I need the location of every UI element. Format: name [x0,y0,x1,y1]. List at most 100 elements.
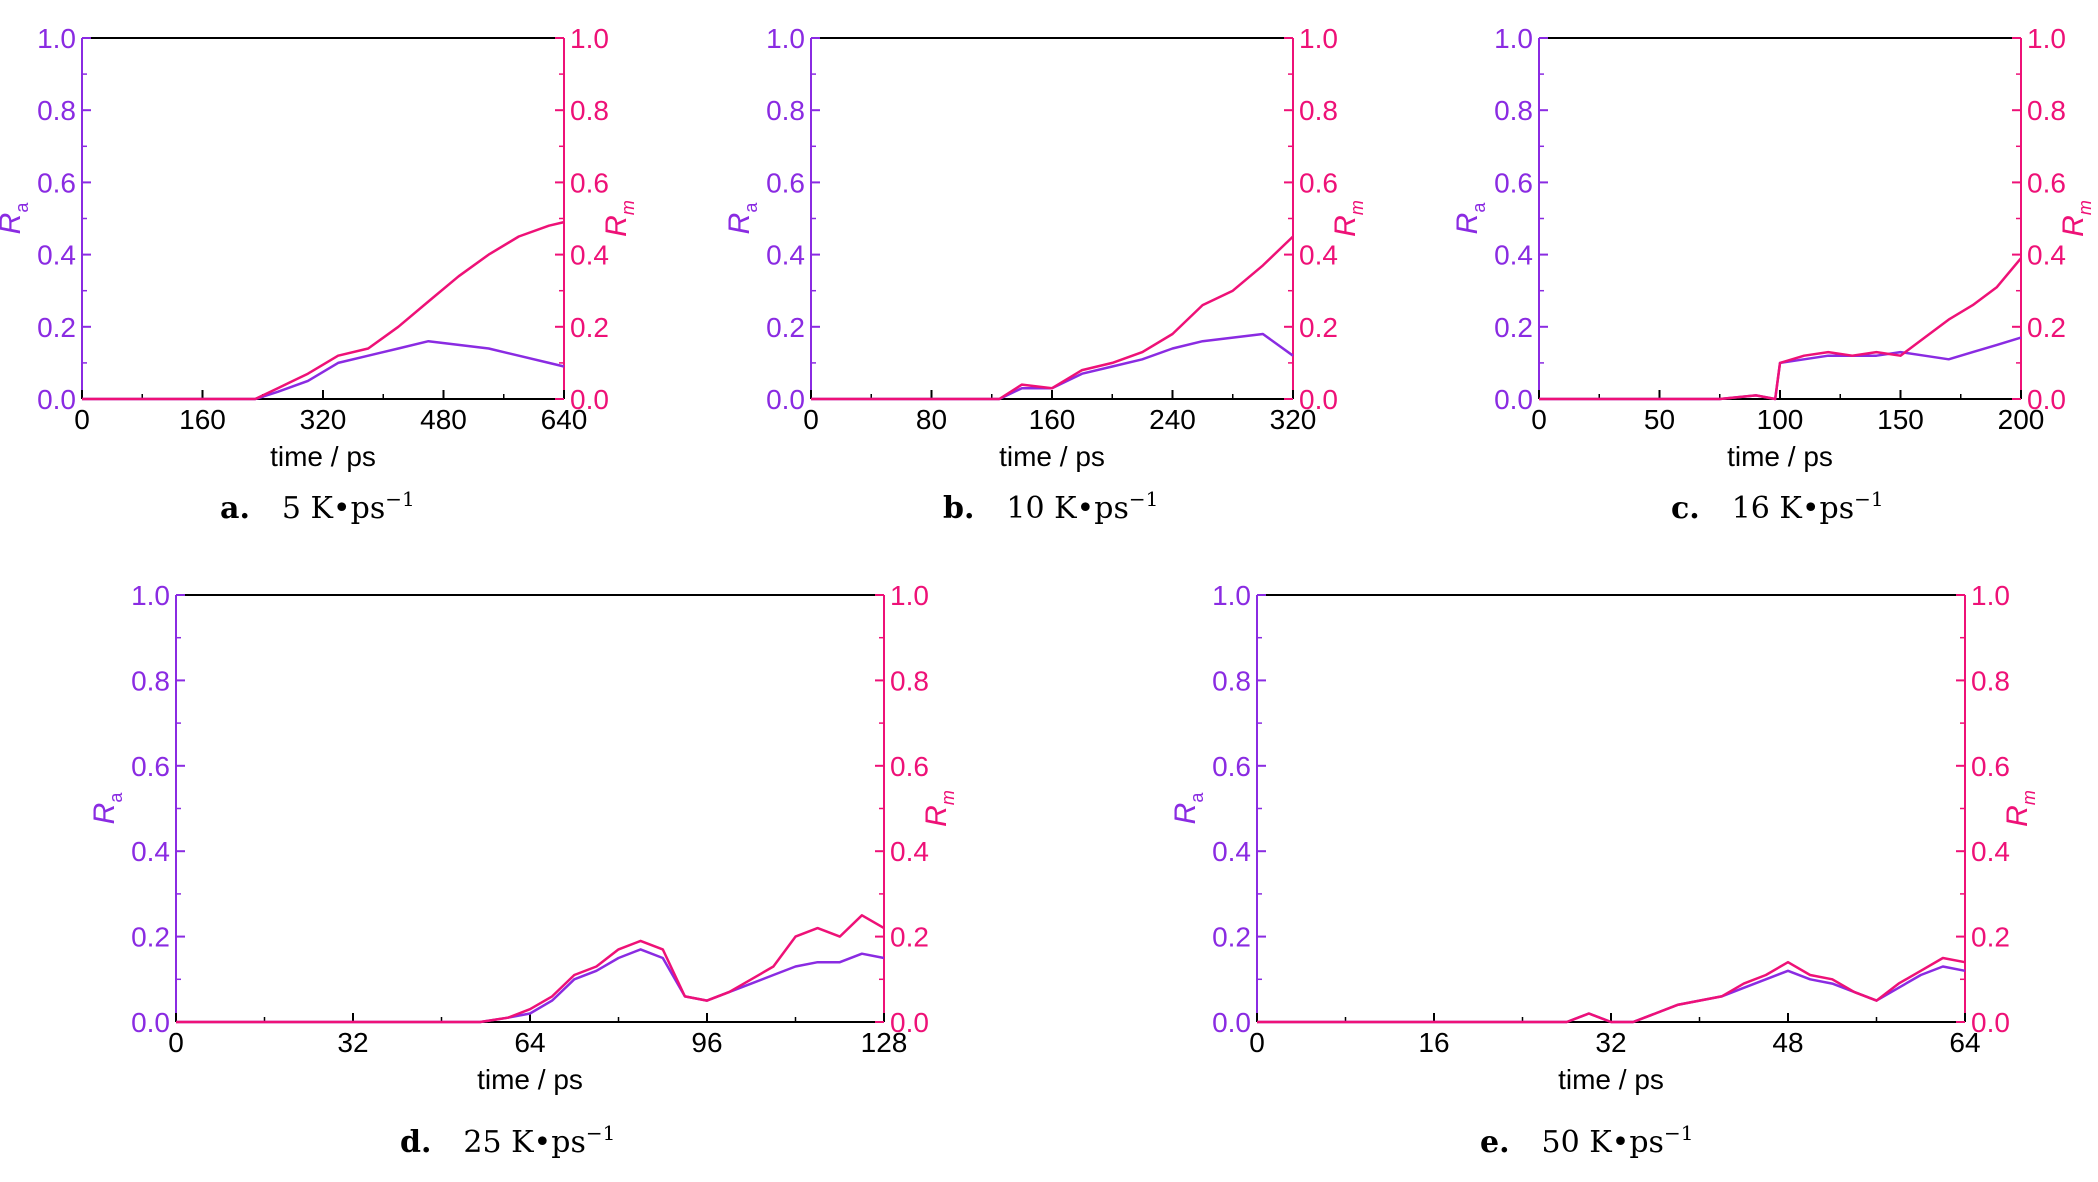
y-tick-label-left: 0.4 [1212,836,1251,867]
y-tick-label-left: 0.2 [766,312,805,343]
y-tick-label-left: 1.0 [1494,23,1533,54]
y-tick-label-left: 0.8 [1494,95,1533,126]
x-tick-label: 64 [1949,1027,1980,1058]
x-tick-label: 128 [861,1027,908,1058]
x-axis-label: time / ps [999,441,1105,472]
y-axis-right-label-sub: m [938,790,958,805]
y-axis-left-label: Ra [0,202,32,235]
y-axis-right-label-sub: m [2075,200,2095,215]
y-axis-right-label: Rm [600,200,638,237]
panel-caption-sup: −1 [1854,487,1883,511]
y-tick-label-left: 0.4 [37,240,76,271]
y-tick-label-right: 0.0 [1299,384,1338,415]
y-tick-label-left: 0.4 [131,836,170,867]
panel-caption-label: a. [220,491,250,526]
y-tick-label-right: 0.2 [2027,312,2066,343]
y-tick-label-right: 0.8 [1299,95,1338,126]
x-tick-label: 32 [337,1027,368,1058]
panel-caption-sup: −1 [586,1121,615,1145]
y-tick-label-right: 1.0 [1971,580,2010,611]
y-axis-right-label-sub: m [1347,200,1367,215]
panel-caption-text: 16 K•ps [1732,491,1854,526]
x-tick-label: 0 [803,404,819,435]
series-line-ra [82,339,565,401]
x-tick-label: 320 [1270,404,1317,435]
y-axis-right-label-sub: m [2019,790,2039,805]
panel-caption-label: c. [1671,491,1700,526]
y-tick-label-left: 1.0 [37,23,76,54]
x-axis-label: time / ps [477,1064,583,1095]
panel-caption: a. 5 K•ps−1 [220,487,415,526]
series-line-rm [1539,257,2022,401]
y-tick-label-left: 0.0 [1494,384,1533,415]
y-tick-label-right: 0.2 [1971,922,2010,953]
y-axis-left-label: Ra [723,202,761,235]
x-tick-label: 64 [514,1027,545,1058]
y-tick-label-right: 0.0 [890,1007,929,1038]
y-tick-label-right: 0.2 [890,922,929,953]
y-tick-label-right: 1.0 [2027,23,2066,54]
y-tick-label-left: 0.8 [766,95,805,126]
x-tick-label: 50 [1644,404,1675,435]
y-tick-label-left: 0.2 [131,922,170,953]
x-tick-label: 100 [1757,404,1804,435]
x-tick-label: 480 [420,404,467,435]
y-tick-label-right: 0.2 [1299,312,1338,343]
y-tick-label-right: 1.0 [890,580,929,611]
x-tick-label: 48 [1772,1027,1803,1058]
y-tick-label-left: 0.2 [1212,922,1251,953]
y-tick-label-right: 0.0 [570,384,609,415]
y-axis-right-label-sub: m [618,200,638,215]
y-tick-label-left: 1.0 [1212,580,1251,611]
series-line-rm [82,220,565,401]
y-axis-left-label: Ra [1169,792,1207,825]
series-line-rm [1257,956,1966,1024]
y-tick-label-left: 0.0 [37,384,76,415]
y-tick-label-right: 0.4 [570,240,609,271]
y-tick-label-left: 0.0 [1212,1007,1251,1038]
x-tick-label: 160 [1029,404,1076,435]
panel-caption-text: 25 K•ps [463,1125,585,1160]
y-tick-label-right: 0.6 [570,167,609,198]
y-tick-label-right: 1.0 [570,23,609,54]
y-tick-label-right: 0.8 [890,665,929,696]
y-tick-label-left: 0.0 [131,1007,170,1038]
y-tick-label-left: 0.6 [37,167,76,198]
y-tick-label-right: 1.0 [1299,23,1338,54]
y-tick-label-right: 0.8 [2027,95,2066,126]
x-tick-label: 0 [74,404,90,435]
y-axis-left-label-sub: a [12,202,32,213]
panel-caption-sup: −1 [385,487,414,511]
x-tick-label: 240 [1149,404,1196,435]
x-tick-label: 16 [1418,1027,1449,1058]
x-tick-label: 80 [916,404,947,435]
x-tick-label: 640 [541,404,588,435]
y-tick-label-left: 0.2 [1494,312,1533,343]
panel-caption-label: b. [943,491,974,526]
panel-caption: e. 50 K•ps−1 [1480,1121,1693,1160]
y-tick-label-left: 0.4 [1494,240,1533,271]
x-tick-label: 96 [691,1027,722,1058]
x-tick-label: 0 [1249,1027,1265,1058]
series-line-ra [811,332,1294,401]
y-tick-label-right: 0.4 [890,836,929,867]
x-tick-label: 320 [300,404,347,435]
y-tick-label-right: 0.6 [1971,751,2010,782]
y-tick-label-left: 0.0 [766,384,805,415]
y-tick-label-left: 0.6 [1494,167,1533,198]
y-tick-label-left: 0.6 [766,167,805,198]
y-tick-label-right: 0.4 [2027,240,2066,271]
panel-caption: c. 16 K•ps−1 [1671,487,1884,526]
panel-caption-sup: −1 [1129,487,1158,511]
y-tick-label-right: 0.6 [890,751,929,782]
y-tick-label-right: 0.8 [570,95,609,126]
y-tick-label-right: 0.6 [2027,167,2066,198]
y-tick-label-left: 1.0 [766,23,805,54]
y-axis-right-label: Rm [920,790,958,827]
y-tick-label-right: 0.4 [1299,240,1338,271]
y-tick-label-right: 0.4 [1971,836,2010,867]
